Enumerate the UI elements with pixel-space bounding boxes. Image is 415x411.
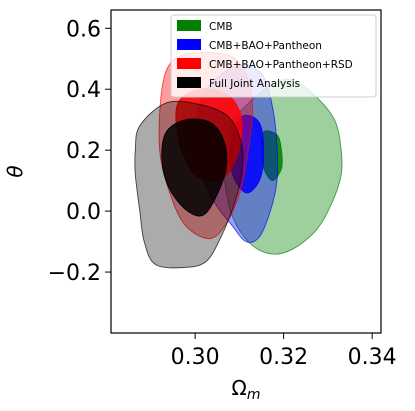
legend-label: CMB (209, 21, 233, 33)
contour-full-joint-analysis (134, 100, 244, 269)
y-tick-label: 0.0 (66, 200, 101, 225)
contour-full-joint-analysis-68 (161, 118, 228, 217)
y-axis-label: θ (3, 165, 27, 177)
tick-layer: 0.30 0.32 0.34 −0.2 0.0 0.2 0.4 0.6 (48, 17, 397, 370)
x-tick-label: 0.34 (348, 345, 397, 370)
legend-swatch (177, 20, 201, 31)
x-tick-label: 0.32 (259, 345, 308, 370)
legend-box (170, 14, 377, 98)
y-tick-label: 0.6 (66, 17, 101, 42)
legend-label: Full Joint Analysis (209, 78, 300, 90)
legend-label: CMB+BAO+Pantheon+RSD (209, 59, 353, 71)
y-tick-label: 0.2 (66, 139, 101, 164)
y-tick-label: 0.4 (66, 78, 101, 103)
legend-swatch (177, 77, 201, 88)
axes-frame (110, 9, 382, 334)
legend-swatch (177, 39, 201, 50)
legend-label: CMB+BAO+Pantheon (209, 40, 322, 52)
x-axis-label-main: Ω (232, 376, 247, 400)
x-axis-label-subscript: m (247, 387, 261, 403)
x-axis-label: Ωm (232, 376, 261, 403)
legend: CMB CMB+BAO+Pantheon CMB+BAO+Pantheon+RSD F… (170, 14, 377, 98)
legend-swatch (177, 58, 201, 69)
y-tick-label: −0.2 (48, 261, 101, 286)
x-tick-label: 0.30 (171, 345, 220, 370)
